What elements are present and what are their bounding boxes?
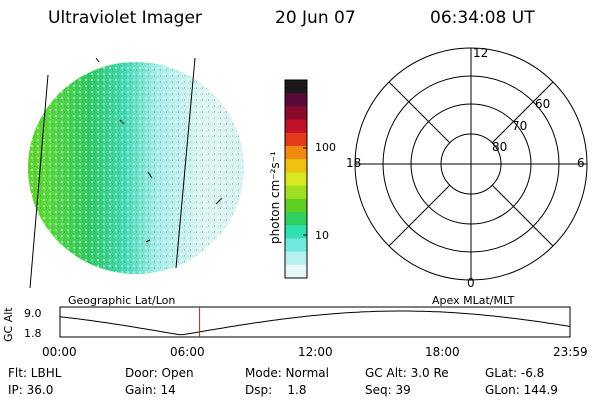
strip-x-tick-3: 18:00 xyxy=(425,345,460,359)
status-mode: Mode: Normal xyxy=(245,366,329,380)
colorbar-unit-label: photon cm⁻²s⁻¹ xyxy=(268,151,282,244)
strip-x-tick-2: 12:00 xyxy=(298,345,333,359)
colorbar-segment xyxy=(285,119,307,134)
colorbar-segment xyxy=(285,251,307,266)
colorbar-segment xyxy=(285,106,307,121)
status-gc-alt: GC Alt: 3.0 Re xyxy=(365,366,449,380)
status-dsp: Dsp: 1.8 xyxy=(245,383,307,397)
strip-right-title: Apex MLat/MLT xyxy=(432,294,515,307)
colorbar-segment xyxy=(285,225,307,239)
strip-x-tick-0: 00:00 xyxy=(42,345,77,359)
instrument-title: Ultraviolet Imager xyxy=(48,8,202,28)
strip-y-tick-high: 9.0 xyxy=(24,307,42,320)
colorbar-segment xyxy=(285,198,307,213)
time-label: 06:34:08 UT xyxy=(430,8,535,28)
colorbar-segment xyxy=(285,264,307,279)
colorbar-tick-10: 10 xyxy=(315,229,329,242)
polar-ring-60: 60 xyxy=(535,97,551,111)
date-label: 20 Jun 07 xyxy=(275,8,356,28)
colorbar-segment xyxy=(285,172,307,187)
polar-plot xyxy=(354,47,588,281)
status-glat: GLat: -6.8 xyxy=(485,366,545,380)
polar-label-left: 18 xyxy=(346,156,362,170)
colorbar-segment xyxy=(285,238,307,253)
colorbar-segment xyxy=(285,132,307,147)
polar-ring-70: 70 xyxy=(512,119,528,133)
status-flt: Flt: LBHL xyxy=(8,366,62,380)
polar-label-top: 12 xyxy=(473,46,489,60)
polar-label-right: 6 xyxy=(577,156,585,170)
colorbar-segment xyxy=(285,185,307,200)
strip-y-label: GC Alt xyxy=(2,307,15,342)
strip-x-tick-1: 06:00 xyxy=(170,345,205,359)
status-seq: Seq: 39 xyxy=(365,383,411,397)
altitude-strip-plot xyxy=(59,306,571,338)
colorbar-segment xyxy=(285,159,307,173)
colorbar-segment xyxy=(285,146,307,160)
status-gain: Gain: 14 xyxy=(125,383,176,397)
polar-label-bottom: 0 xyxy=(467,276,475,290)
strip-x-tick-4: 23:59 xyxy=(553,345,588,359)
colorbar-segment xyxy=(285,80,307,94)
strip-left-title: Geographic Lat/Lon xyxy=(68,294,176,307)
colorbar-segment xyxy=(285,212,307,226)
polar-ring-80: 80 xyxy=(492,140,508,154)
status-door: Door: Open xyxy=(125,366,194,380)
status-ip: IP: 36.0 xyxy=(8,383,54,397)
status-glon: GLon: 144.9 xyxy=(485,383,558,397)
colorbar-segment xyxy=(285,93,307,107)
strip-y-tick-low: 1.8 xyxy=(24,327,42,340)
color-bar xyxy=(284,79,308,279)
colorbar-tick-100: 100 xyxy=(315,141,336,154)
